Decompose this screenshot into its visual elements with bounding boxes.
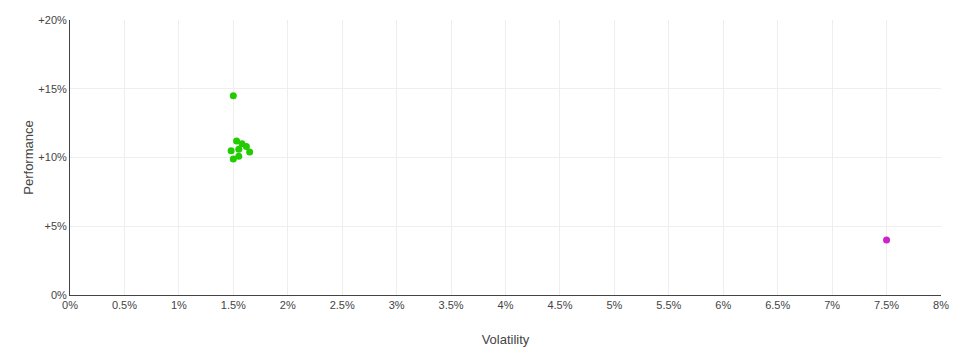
svg-text:6%: 6% — [715, 299, 731, 311]
svg-text:2.5%: 2.5% — [330, 299, 355, 311]
svg-text:3%: 3% — [389, 299, 405, 311]
svg-text:2%: 2% — [280, 299, 296, 311]
svg-text:+20%: +20% — [38, 14, 67, 26]
svg-text:5.5%: 5.5% — [656, 299, 681, 311]
svg-text:5%: 5% — [606, 299, 622, 311]
svg-text:0.5%: 0.5% — [112, 299, 137, 311]
svg-text:Performance: Performance — [21, 120, 36, 194]
svg-text:+15%: +15% — [38, 83, 67, 95]
svg-text:4%: 4% — [498, 299, 514, 311]
svg-text:8%: 8% — [933, 299, 949, 311]
svg-text:+5%: +5% — [44, 220, 67, 232]
svg-text:1%: 1% — [171, 299, 187, 311]
svg-text:7%: 7% — [824, 299, 840, 311]
svg-text:+10%: +10% — [38, 151, 67, 163]
svg-text:4.5%: 4.5% — [547, 299, 572, 311]
svg-text:1.5%: 1.5% — [221, 299, 246, 311]
svg-text:7.5%: 7.5% — [874, 299, 899, 311]
svg-text:Volatility: Volatility — [482, 332, 530, 347]
svg-text:0%: 0% — [51, 289, 67, 301]
svg-text:6.5%: 6.5% — [765, 299, 790, 311]
svg-text:0%: 0% — [62, 299, 78, 311]
svg-text:3.5%: 3.5% — [439, 299, 464, 311]
